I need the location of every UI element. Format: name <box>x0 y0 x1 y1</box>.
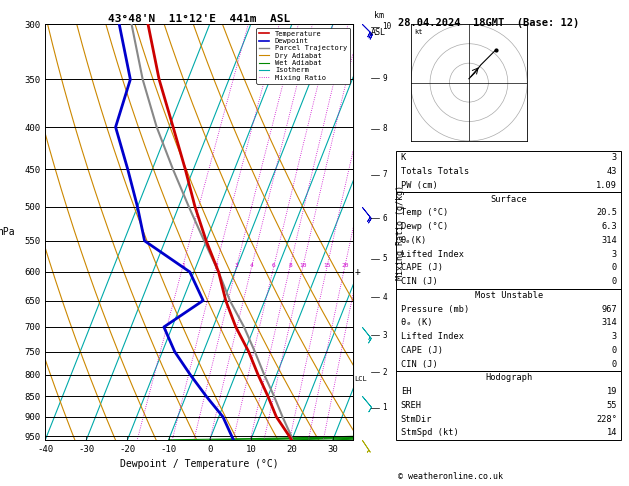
Text: 0: 0 <box>611 277 617 286</box>
Text: 314: 314 <box>601 236 617 245</box>
Text: Totals Totals: Totals Totals <box>401 167 469 176</box>
Text: 0: 0 <box>611 263 617 273</box>
Text: 5: 5 <box>382 254 387 263</box>
Text: 0: 0 <box>611 360 617 369</box>
Text: StmSpd (kt): StmSpd (kt) <box>401 429 459 437</box>
Text: K: K <box>401 154 406 162</box>
Text: 6: 6 <box>382 213 387 223</box>
Text: kt: kt <box>415 29 423 35</box>
Text: 6.3: 6.3 <box>601 222 617 231</box>
Text: 314: 314 <box>601 318 617 328</box>
Text: 3: 3 <box>611 332 617 341</box>
Text: 3: 3 <box>382 330 387 340</box>
Text: Pressure (mb): Pressure (mb) <box>401 305 469 313</box>
Title: 43°48'N  11°12'E  441m  ASL: 43°48'N 11°12'E 441m ASL <box>108 14 291 23</box>
Text: CIN (J): CIN (J) <box>401 360 438 369</box>
Text: 2: 2 <box>214 263 218 268</box>
Text: 2: 2 <box>382 367 387 377</box>
Text: 4: 4 <box>250 263 253 268</box>
Text: 7: 7 <box>382 170 387 179</box>
Text: 228°: 228° <box>596 415 617 424</box>
Text: 4: 4 <box>382 293 387 302</box>
Bar <box>396 192 621 289</box>
Text: 8: 8 <box>288 263 292 268</box>
Text: Most Unstable: Most Unstable <box>475 291 543 300</box>
Bar <box>396 371 621 440</box>
Text: 15: 15 <box>323 263 331 268</box>
Text: Surface: Surface <box>491 195 527 204</box>
Text: StmDir: StmDir <box>401 415 432 424</box>
Text: 1: 1 <box>181 263 185 268</box>
Text: 19: 19 <box>606 387 617 396</box>
Text: 1.09: 1.09 <box>596 181 617 190</box>
X-axis label: Dewpoint / Temperature (°C): Dewpoint / Temperature (°C) <box>120 459 279 469</box>
Text: CIN (J): CIN (J) <box>401 277 438 286</box>
Text: LCL: LCL <box>354 376 367 382</box>
Text: 55: 55 <box>606 401 617 410</box>
Text: km: km <box>374 11 384 20</box>
Text: θₑ(K): θₑ(K) <box>401 236 427 245</box>
Text: θₑ (K): θₑ (K) <box>401 318 432 328</box>
Text: 28.04.2024  18GMT  (Base: 12): 28.04.2024 18GMT (Base: 12) <box>398 18 579 28</box>
Bar <box>396 289 621 371</box>
Text: 0: 0 <box>611 346 617 355</box>
Text: hPa: hPa <box>0 227 14 237</box>
Text: 10: 10 <box>382 22 392 31</box>
Text: 6: 6 <box>272 263 276 268</box>
Text: Mixing Ratio (g/kg): Mixing Ratio (g/kg) <box>396 185 405 279</box>
Legend: Temperature, Dewpoint, Parcel Trajectory, Dry Adiabat, Wet Adiabat, Isotherm, Mi: Temperature, Dewpoint, Parcel Trajectory… <box>256 28 350 84</box>
Text: PW (cm): PW (cm) <box>401 181 438 190</box>
Text: 3: 3 <box>235 263 238 268</box>
Text: EH: EH <box>401 387 411 396</box>
Text: 967: 967 <box>601 305 617 313</box>
Text: 14: 14 <box>606 429 617 437</box>
Text: 10: 10 <box>299 263 307 268</box>
Text: ASL: ASL <box>371 29 386 37</box>
Text: Hodograph: Hodograph <box>485 373 533 382</box>
Text: 20.5: 20.5 <box>596 208 617 217</box>
Text: 3: 3 <box>611 154 617 162</box>
Text: Temp (°C): Temp (°C) <box>401 208 448 217</box>
Text: © weatheronline.co.uk: © weatheronline.co.uk <box>398 472 503 481</box>
Text: 8: 8 <box>382 124 387 133</box>
Bar <box>396 151 621 192</box>
Text: 9: 9 <box>382 74 387 83</box>
Text: 1: 1 <box>382 403 387 413</box>
Text: 20: 20 <box>341 263 348 268</box>
Text: +: + <box>354 267 360 277</box>
Text: CAPE (J): CAPE (J) <box>401 263 443 273</box>
Text: 3: 3 <box>611 250 617 259</box>
Text: SREH: SREH <box>401 401 422 410</box>
Text: Lifted Index: Lifted Index <box>401 250 464 259</box>
Text: 43: 43 <box>606 167 617 176</box>
Text: CAPE (J): CAPE (J) <box>401 346 443 355</box>
Text: Lifted Index: Lifted Index <box>401 332 464 341</box>
Text: Dewp (°C): Dewp (°C) <box>401 222 448 231</box>
